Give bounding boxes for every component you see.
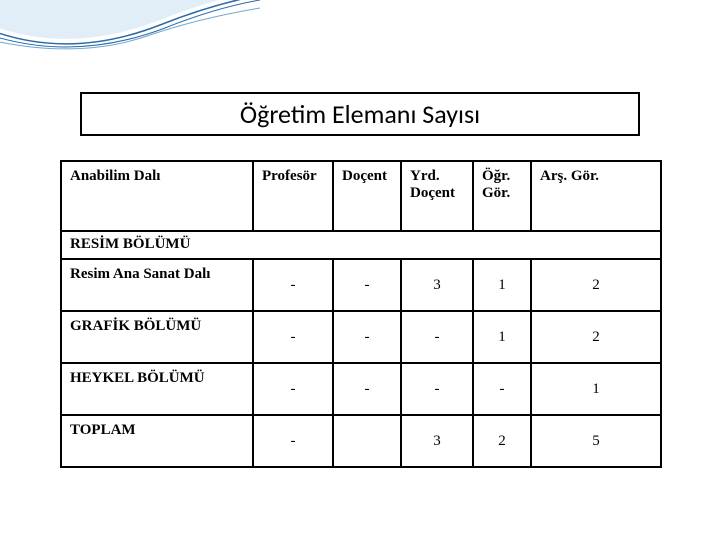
row-label: HEYKEL BÖLÜMÜ [61, 363, 253, 415]
col-header-arsgor: Arş. Gör. [531, 161, 661, 231]
cell: 1 [473, 259, 531, 311]
table-row: HEYKEL BÖLÜMÜ - - - - 1 [61, 363, 661, 415]
title-container: Öğretim Elemanı Sayısı [80, 92, 640, 136]
section-header: RESİM BÖLÜMÜ [61, 231, 661, 259]
cell: 5 [531, 415, 661, 467]
col-header-dept: Anabilim Dalı [61, 161, 253, 231]
cell: - [401, 311, 473, 363]
cell: - [333, 259, 401, 311]
cell: 2 [531, 311, 661, 363]
section-header-row: RESİM BÖLÜMÜ [61, 231, 661, 259]
row-label: TOPLAM [61, 415, 253, 467]
cell: - [333, 311, 401, 363]
cell: 2 [531, 259, 661, 311]
cell: - [401, 363, 473, 415]
table-row: GRAFİK BÖLÜMÜ - - - 1 2 [61, 311, 661, 363]
faculty-count-table: Anabilim Dalı Profesör Doçent Yrd. Doçen… [60, 160, 662, 468]
cell: 2 [473, 415, 531, 467]
cell: 1 [473, 311, 531, 363]
row-label: Resim Ana Sanat Dalı [61, 259, 253, 311]
cell: - [253, 311, 333, 363]
cell: - [333, 363, 401, 415]
table-row: Resim Ana Sanat Dalı - - 3 1 2 [61, 259, 661, 311]
cell: 3 [401, 415, 473, 467]
col-header-yrddoc: Yrd. Doçent [401, 161, 473, 231]
table-header-row: Anabilim Dalı Profesör Doçent Yrd. Doçen… [61, 161, 661, 231]
row-label: GRAFİK BÖLÜMÜ [61, 311, 253, 363]
cell: - [253, 259, 333, 311]
page-title: Öğretim Elemanı Sayısı [240, 98, 480, 130]
cell: 1 [531, 363, 661, 415]
cell: - [253, 363, 333, 415]
decorative-swoosh [0, 0, 260, 80]
cell: 3 [401, 259, 473, 311]
col-header-docent: Doçent [333, 161, 401, 231]
cell [333, 415, 401, 467]
cell: - [253, 415, 333, 467]
col-header-ogrgor: Öğr. Gör. [473, 161, 531, 231]
table-row-total: TOPLAM - 3 2 5 [61, 415, 661, 467]
cell: - [473, 363, 531, 415]
col-header-profesor: Profesör [253, 161, 333, 231]
